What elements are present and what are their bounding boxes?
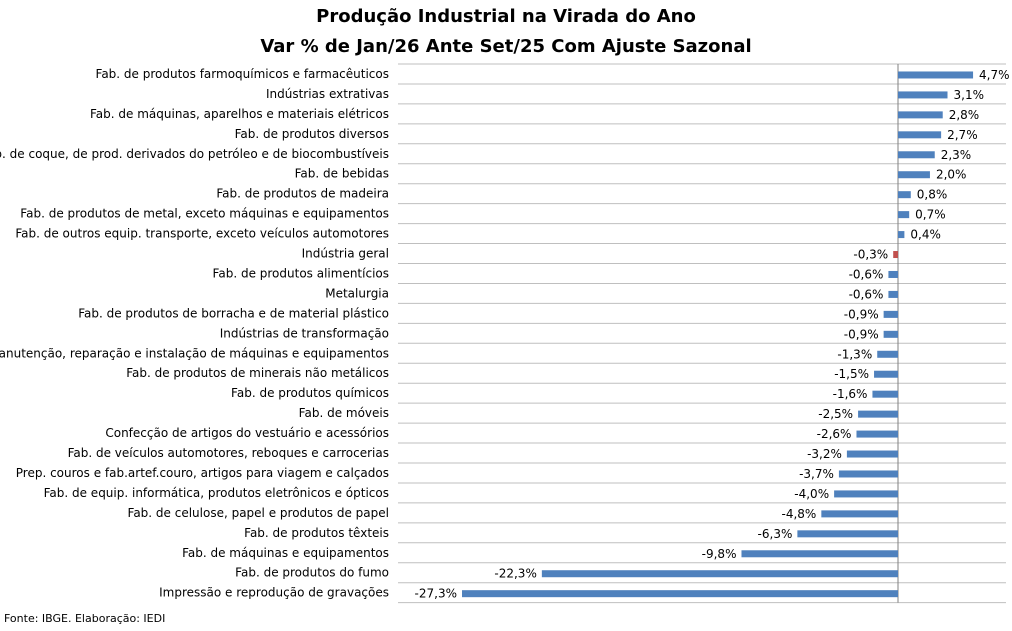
bar	[834, 490, 898, 498]
bar	[898, 211, 910, 219]
data-label: 2,0%	[936, 168, 967, 182]
data-label: 3,1%	[954, 88, 985, 102]
chart-subtitle: Var % de Jan/26 Ante Set/25 Com Ajuste S…	[260, 36, 752, 57]
category-label: Fab. de equip. informática, produtos ele…	[44, 486, 389, 500]
bar	[838, 470, 898, 478]
category-label: Fab. de móveis	[299, 406, 389, 420]
category-label: Fab. de máquinas, aparelhos e materiais …	[90, 107, 389, 121]
category-label: Fab. de produtos de minerais não metálic…	[126, 366, 389, 380]
bar	[898, 151, 935, 159]
category-label: Fab. de produtos de metal, exceto máquin…	[20, 207, 389, 221]
bar	[883, 310, 898, 318]
category-label: Fab. de produtos farmoquímicos e farmacê…	[96, 67, 389, 81]
data-label: 0,4%	[910, 228, 941, 242]
data-label: 4,7%	[979, 68, 1010, 82]
data-label: -1,5%	[834, 367, 869, 381]
bar	[741, 550, 898, 558]
bar	[883, 330, 898, 338]
data-label: -6,3%	[758, 527, 793, 541]
bar	[898, 171, 930, 179]
category-label: Fab. de outros equip. transporte, exceto…	[15, 227, 389, 241]
data-label: -0,3%	[853, 248, 888, 262]
bar	[462, 590, 898, 598]
category-label: Fab. de produtos têxteis	[244, 526, 389, 540]
data-label: -3,7%	[799, 467, 834, 481]
data-label: -1,3%	[837, 347, 872, 361]
bar	[541, 570, 898, 578]
bar	[856, 430, 898, 438]
category-label: Indústrias de transformação	[220, 326, 389, 340]
bar	[898, 91, 948, 99]
bar	[898, 71, 974, 79]
category-label: Fab. de produtos químicos	[231, 386, 389, 400]
data-label: 0,7%	[915, 208, 946, 222]
category-label: Fab. de produtos de borracha e de materi…	[78, 306, 389, 320]
category-label: Impressão e reprodução de gravações	[159, 586, 389, 600]
category-label: Indústria geral	[302, 247, 389, 261]
bar	[898, 231, 905, 239]
data-label: -4,8%	[782, 507, 817, 521]
bar	[821, 510, 898, 518]
bar	[888, 270, 898, 278]
bar	[877, 350, 898, 358]
bar	[888, 290, 898, 298]
data-label: -0,9%	[844, 327, 879, 341]
bar	[898, 111, 943, 119]
chart-title: Produção Industrial na Virada do Ano	[316, 6, 696, 27]
bar	[874, 370, 898, 378]
category-label: Manutenção, reparação e instalação de má…	[0, 346, 389, 360]
category-label: Confecção de artigos do vestuário e aces…	[105, 426, 389, 440]
data-label: -22,3%	[494, 567, 536, 581]
data-label: 2,8%	[949, 108, 980, 122]
data-label: -27,3%	[415, 587, 457, 601]
category-label: Indústrias extrativas	[266, 87, 389, 101]
category-label: Fab. de máquinas e equipamentos	[182, 546, 389, 560]
bar	[846, 450, 898, 458]
data-label: 2,7%	[947, 128, 978, 142]
data-label: -1,6%	[833, 387, 868, 401]
bar	[893, 251, 898, 259]
category-label: Fab. de produtos alimentícios	[213, 266, 389, 280]
bar	[797, 530, 898, 538]
bar	[898, 191, 911, 199]
source-note: Fonte: IBGE. Elaboração: IEDI	[4, 612, 166, 625]
category-label: Fab. de coque, de prod. derivados do pet…	[0, 147, 389, 161]
data-label: 2,3%	[941, 148, 972, 162]
bar	[858, 410, 898, 418]
data-label: -0,9%	[844, 307, 879, 321]
category-label: Fab. de produtos do fumo	[235, 566, 389, 580]
data-label: 0,8%	[917, 188, 948, 202]
category-label: Fab. de produtos diversos	[235, 127, 389, 141]
category-label: Fab. de bebidas	[295, 167, 389, 181]
category-label: Prep. couros e fab.artef.couro, artigos …	[16, 466, 389, 480]
data-label: -0,6%	[849, 267, 884, 281]
data-label: -2,5%	[818, 407, 853, 421]
category-label: Fab. de produtos de madeira	[216, 187, 389, 201]
category-label: Fab. de veículos automotores, reboques e…	[68, 446, 389, 460]
bar	[898, 131, 942, 139]
category-label: Metalurgia	[325, 286, 389, 300]
bar	[872, 390, 898, 398]
data-label: -4,0%	[794, 487, 829, 501]
data-label: -2,6%	[817, 427, 852, 441]
data-label: -3,2%	[807, 447, 842, 461]
data-label: -9,8%	[702, 547, 737, 561]
data-label: -0,6%	[849, 287, 884, 301]
category-label: Fab. de celulose, papel e produtos de pa…	[128, 506, 389, 520]
